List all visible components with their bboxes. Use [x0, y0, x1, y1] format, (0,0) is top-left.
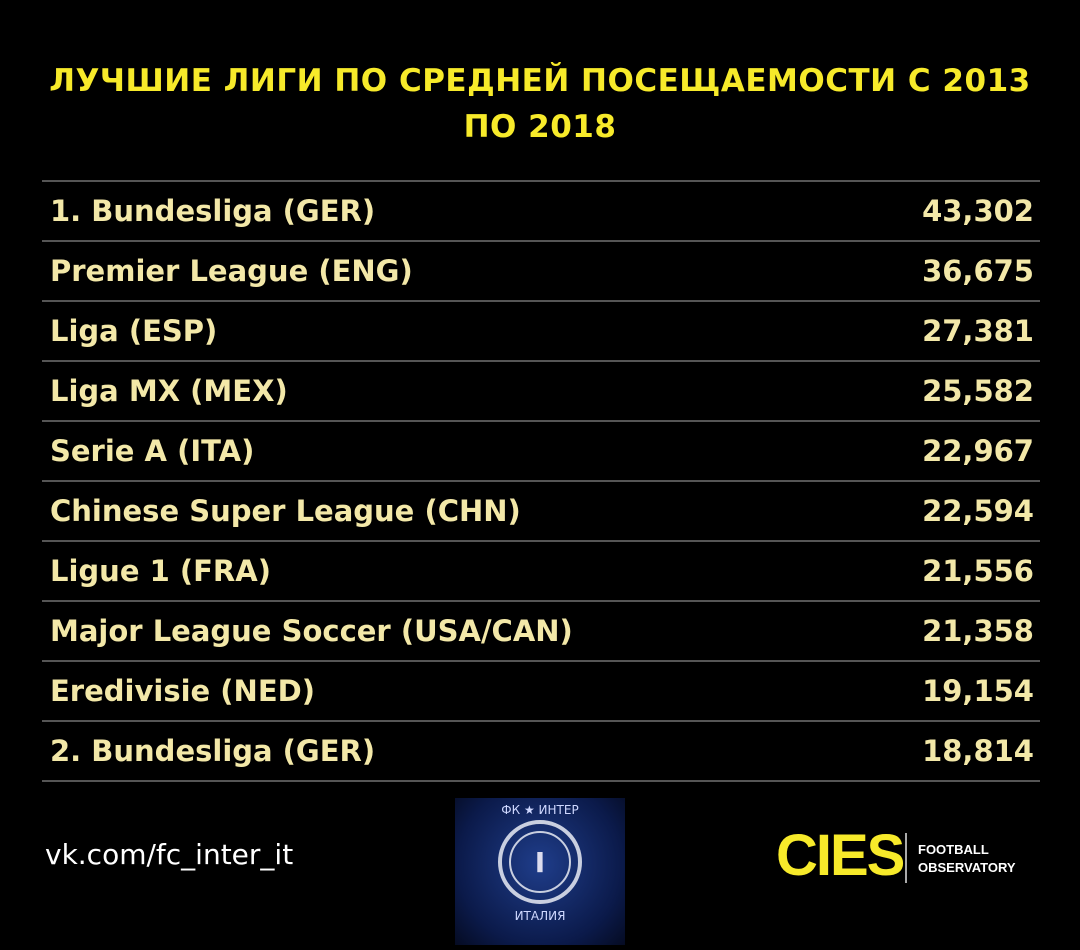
attendance: 21,358 — [922, 614, 1034, 648]
link-text: vk.com/fc_inter_it — [45, 838, 294, 871]
table-row: Serie A (ITA) 22,967 — [42, 422, 1040, 482]
logo-ring — [498, 820, 582, 904]
league-name: Ligue 1 (FRA) — [50, 554, 271, 588]
inter-logo-graphic: ФК ★ ИНТЕР I ИТАЛИЯ — [498, 803, 582, 923]
attendance: 22,594 — [922, 494, 1034, 528]
table-row: Major League Soccer (USA/CAN) 21,358 — [42, 602, 1040, 662]
divider — [905, 833, 907, 883]
table: 1. Bundesliga (GER) 43,302 Premier League … — [42, 180, 1040, 782]
table-row: Liga (ESP) 27,381 — [42, 302, 1040, 362]
table-row: Ligue 1 (FRA) 21,556 — [42, 542, 1040, 602]
attendance: 19,154 — [922, 674, 1034, 708]
table-row: Premier League (ENG) 36,675 — [42, 242, 1040, 302]
cies-text: FOOTBALL — [918, 842, 989, 857]
cies-text: OBSERVATORY — [918, 860, 1016, 875]
logo-mark: I — [535, 846, 545, 879]
league-name: Eredivisie (NED) — [50, 674, 315, 708]
logo-text: ФК ★ ИНТЕР — [501, 803, 578, 817]
league-name: Liga (ESP) — [50, 314, 218, 348]
cies-logo: CIES — [776, 823, 905, 888]
league-name: Premier League (ENG) — [50, 254, 413, 288]
table-row: 2. Bundesliga (GER) 18,814 — [42, 722, 1040, 782]
attendance: 18,814 — [922, 734, 1034, 768]
league-name: 1. Bundesliga (GER) — [50, 194, 376, 228]
attendance: 21,556 — [922, 554, 1034, 588]
title: ЛУЧШИЕ ЛИГИ ПО СРЕДНЕЙ ПОСЕЩАЕМОСТИ С 20… — [49, 63, 1031, 145]
attendance: 22,967 — [922, 434, 1034, 468]
league-name: Serie A (ITA) — [50, 434, 255, 468]
table-row: Liga MX (MEX) 25,582 — [42, 362, 1040, 422]
attendance: 43,302 — [922, 194, 1034, 228]
inter-logo: ФК ★ ИНТЕР I ИТАЛИЯ — [455, 798, 625, 945]
league-name: 2. Bundesliga (GER) — [50, 734, 376, 768]
league-name: Liga MX (MEX) — [50, 374, 288, 408]
attendance: 36,675 — [922, 254, 1034, 288]
league-name: Major League Soccer (USA/CAN) — [50, 614, 573, 648]
league-name: Chinese Super League (CHN) — [50, 494, 521, 528]
table-row: Chinese Super League (CHN) 22,594 — [42, 482, 1040, 542]
attendance: 25,582 — [922, 374, 1034, 408]
logo-ring — [509, 831, 571, 893]
attendance: 27,381 — [922, 314, 1034, 348]
table-row: 1. Bundesliga (GER) 43,302 — [42, 182, 1040, 242]
table-row: Eredivisie (NED) 19,154 — [42, 662, 1040, 722]
logo-text: ИТАЛИЯ — [515, 909, 566, 923]
